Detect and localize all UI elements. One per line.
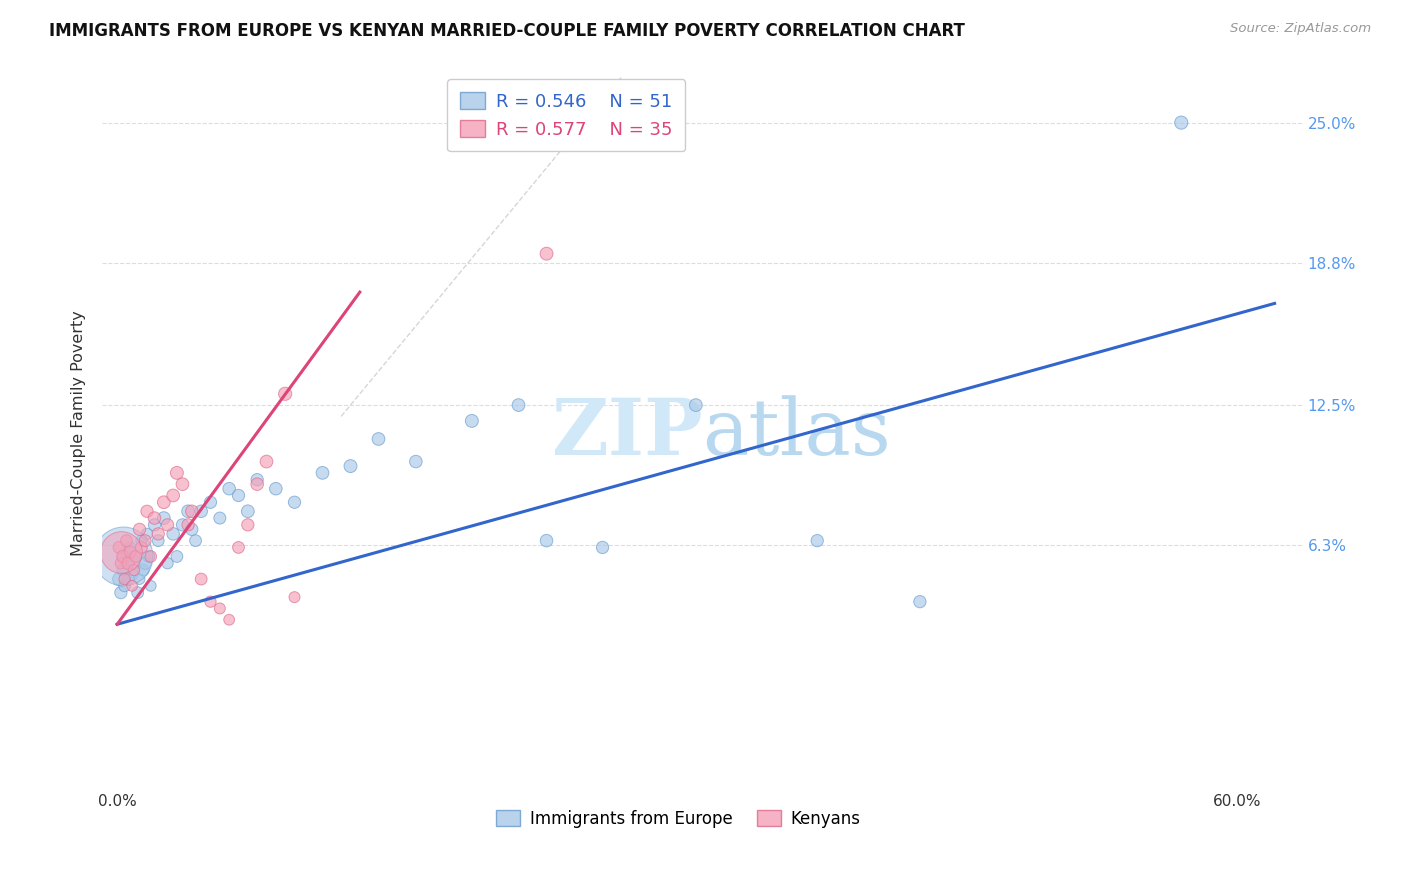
Point — [172, 477, 194, 491]
Point — [111, 549, 134, 564]
Point — [108, 541, 131, 555]
Point — [283, 495, 305, 509]
Point — [274, 386, 297, 401]
Text: ZIP: ZIP — [551, 395, 703, 471]
Point — [134, 533, 156, 548]
Point — [132, 563, 155, 577]
Point — [128, 522, 150, 536]
Y-axis label: Married-Couple Family Poverty: Married-Couple Family Poverty — [72, 310, 86, 557]
Point — [166, 466, 188, 480]
Point — [128, 572, 150, 586]
Point — [143, 511, 166, 525]
Point — [685, 398, 707, 412]
Point — [461, 414, 484, 428]
Point — [114, 572, 136, 586]
Point — [208, 601, 231, 615]
Point — [148, 527, 170, 541]
Point — [177, 504, 200, 518]
Point — [117, 556, 139, 570]
Point — [122, 563, 145, 577]
Point — [153, 511, 176, 525]
Text: atlas: atlas — [703, 395, 891, 471]
Point — [117, 572, 139, 586]
Point — [283, 590, 305, 604]
Point — [162, 527, 184, 541]
Point — [125, 549, 148, 564]
Point — [367, 432, 389, 446]
Point — [110, 585, 132, 599]
Point — [236, 517, 259, 532]
Point — [131, 541, 153, 555]
Point — [121, 579, 143, 593]
Point — [156, 556, 179, 570]
Point — [131, 533, 153, 548]
Point — [536, 246, 558, 260]
Text: Source: ZipAtlas.com: Source: ZipAtlas.com — [1230, 22, 1371, 36]
Point — [136, 527, 159, 541]
Point — [228, 541, 250, 555]
Point — [138, 549, 160, 564]
Point — [139, 579, 162, 593]
Point — [806, 533, 828, 548]
Point — [134, 556, 156, 570]
Point — [256, 454, 278, 468]
Point — [172, 517, 194, 532]
Point — [111, 563, 134, 577]
Point — [311, 466, 333, 480]
Point — [120, 545, 142, 559]
Point — [153, 495, 176, 509]
Point — [136, 504, 159, 518]
Point — [908, 595, 931, 609]
Point — [125, 549, 148, 564]
Point — [592, 541, 614, 555]
Point — [156, 517, 179, 532]
Point — [111, 549, 134, 564]
Point — [536, 533, 558, 548]
Point — [127, 585, 149, 599]
Point — [162, 488, 184, 502]
Point — [115, 545, 138, 559]
Point — [148, 533, 170, 548]
Point — [121, 567, 143, 582]
Point — [115, 556, 138, 570]
Point — [122, 556, 145, 570]
Point — [236, 504, 259, 518]
Point — [339, 459, 361, 474]
Point — [264, 482, 287, 496]
Point — [120, 541, 142, 555]
Text: IMMIGRANTS FROM EUROPE VS KENYAN MARRIED-COUPLE FAMILY POVERTY CORRELATION CHART: IMMIGRANTS FROM EUROPE VS KENYAN MARRIED… — [49, 22, 965, 40]
Point — [166, 549, 188, 564]
Point — [208, 511, 231, 525]
Point — [218, 613, 240, 627]
Point — [246, 477, 269, 491]
Point — [218, 482, 240, 496]
Legend: Immigrants from Europe, Kenyans: Immigrants from Europe, Kenyans — [489, 803, 868, 834]
Point — [180, 522, 202, 536]
Point — [200, 595, 222, 609]
Point — [246, 473, 269, 487]
Point — [228, 488, 250, 502]
Point — [177, 517, 200, 532]
Point — [110, 545, 132, 559]
Point — [405, 454, 427, 468]
Point — [111, 549, 134, 564]
Point — [190, 504, 212, 518]
Point — [110, 556, 132, 570]
Point — [108, 572, 131, 586]
Point — [200, 495, 222, 509]
Point — [139, 549, 162, 564]
Point — [180, 504, 202, 518]
Point — [184, 533, 207, 548]
Point — [143, 517, 166, 532]
Point — [190, 572, 212, 586]
Point — [1170, 115, 1192, 129]
Point — [115, 533, 138, 548]
Point — [114, 579, 136, 593]
Point — [508, 398, 530, 412]
